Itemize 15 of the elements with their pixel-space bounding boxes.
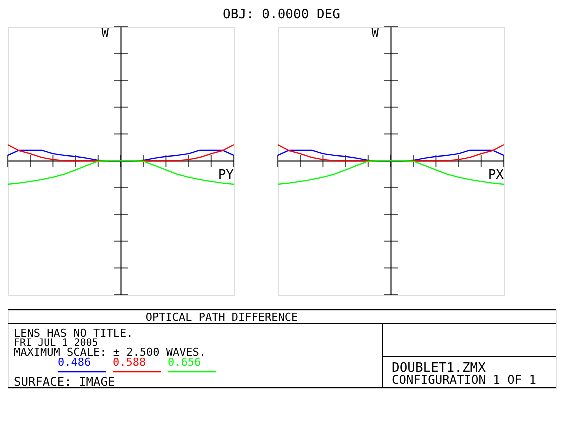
text: SURFACE: IMAGE (14, 375, 116, 389)
text: 0.588 (113, 356, 146, 369)
text: OBJ: 0.0000 DEG (223, 8, 341, 22)
text: FRI JUL 1 2005 (14, 338, 98, 349)
text: CONFIGURATION 1 OF 1 (392, 373, 536, 387)
text: OPTICAL PATH DIFFERENCE (146, 311, 298, 324)
x-axis-title: PY (218, 168, 234, 183)
y-axis-title: W (102, 26, 110, 40)
text: 0.656 (168, 356, 202, 369)
text: 0.486 (58, 356, 92, 369)
y-axis-title: W (372, 26, 380, 40)
x-axis-title: PX (488, 168, 504, 183)
text: LENS HAS NO TITLE. (14, 327, 134, 340)
text: MAXIMUM SCALE: ± 2.500 WAVES. (14, 346, 206, 359)
text: DOUBLET1.ZMX (392, 361, 486, 376)
